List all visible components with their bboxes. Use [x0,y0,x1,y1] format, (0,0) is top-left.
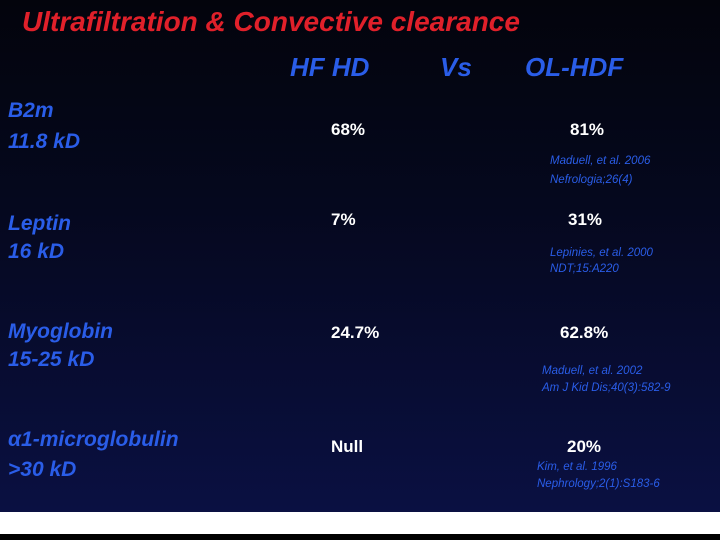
row-label: α1-microglobulin [8,428,179,451]
value: 20% [567,437,602,456]
column-header: HF HD [290,52,370,82]
citation: Nephrology;2(1):S183-6 [537,478,660,490]
value: 81% [570,120,605,139]
citation: Maduell, et al. 2006 [550,155,651,167]
title: Ultrafiltration & Convective clearance [22,6,520,37]
citation: Am J Kid Dis;40(3):582-9 [542,382,671,394]
vs-label: Vs [440,52,472,82]
value: 68% [331,120,366,139]
citation: Maduell, et al. 2002 [542,365,643,377]
value: 24.7% [331,323,380,342]
value: Null [331,437,364,456]
row-label: B2m [8,99,54,122]
citation: Kim, et al. 1996 [537,461,617,473]
row-size: 11.8 kD [8,130,80,153]
value: 62.8% [560,323,609,342]
column-header: OL-HDF [525,52,624,82]
value: 31% [568,210,603,229]
row-size: 16 kD [8,240,65,263]
bottom-border [0,534,720,540]
row-size: >30 kD [8,458,77,481]
citation: Nefrologia;26(4) [550,174,633,186]
value: 7% [331,210,356,229]
row-size: 15-25 kD [8,348,95,371]
row-label: Myoglobin [8,320,113,343]
citation: NDT;15:A220 [550,263,619,275]
citation: Lepinies, et al. 2000 [550,247,653,259]
row-label: Leptin [8,212,71,235]
slide: Ultrafiltration & Convective clearance H… [0,0,720,512]
